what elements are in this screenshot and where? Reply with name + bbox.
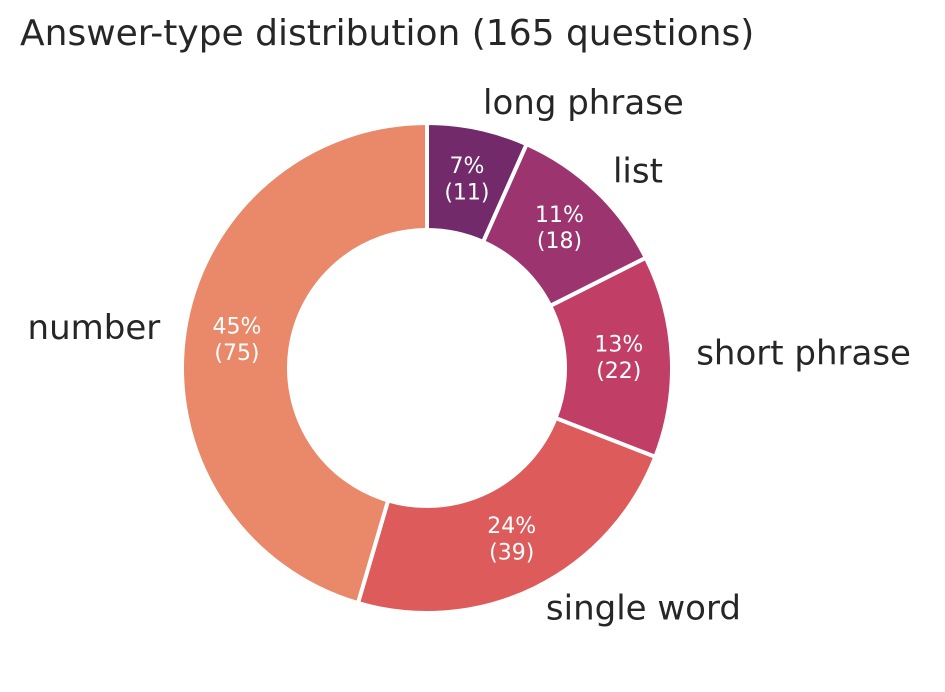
value-label: 11% (18) — [535, 203, 584, 254]
donut-slice — [355, 415, 658, 615]
value-label: 13% (22) — [594, 333, 643, 384]
slice-label: long phrase — [483, 83, 684, 123]
slice-label: single word — [546, 588, 741, 628]
slice-label: list — [613, 151, 663, 191]
value-label: 24% (39) — [487, 514, 536, 565]
chart-title: Answer-type distribution (165 questions) — [20, 13, 754, 54]
slice-label: short phrase — [696, 334, 911, 374]
value-label: 7% (11) — [444, 154, 489, 205]
donut-slice — [180, 120, 429, 606]
slice-label: number — [28, 308, 161, 348]
value-label: 45% (75) — [213, 314, 262, 365]
